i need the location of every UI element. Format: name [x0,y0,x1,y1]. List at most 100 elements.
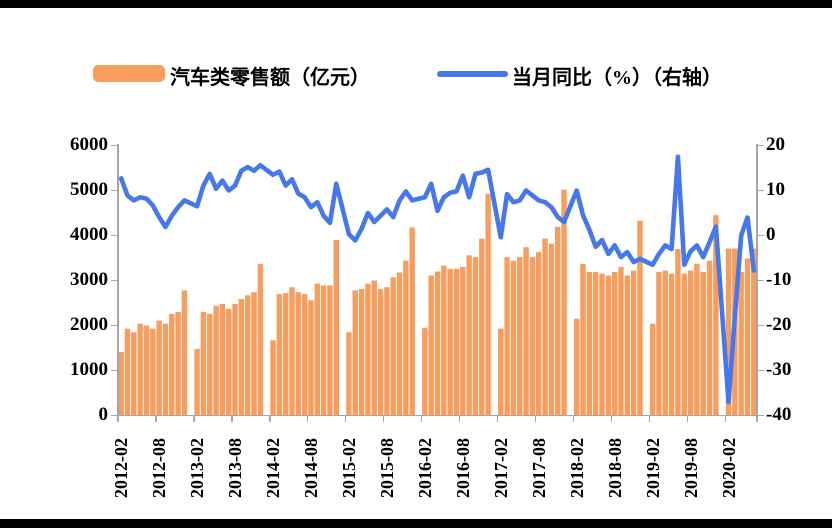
left-axis-tick-label: 2000 [70,314,108,335]
x-axis-tick [420,415,423,422]
left-axis-tick [111,279,118,282]
bar-2015-06 [371,280,377,416]
x-axis-tick-label: 2018-02 [566,438,587,498]
bar-2012-10 [169,313,175,416]
x-axis-tick-label: 2014-02 [263,438,283,498]
x-axis-tick [307,415,309,422]
right-axis-tick [757,369,764,372]
bar-2012-12 [181,290,188,416]
bar-2012-07 [150,328,156,416]
bar-2017-12 [561,189,567,416]
bar-series-label: 汽车类零售额（亿元） [170,67,370,89]
right-axis-line [756,143,758,417]
bar-2018-12 [637,220,643,416]
bar-2012-09 [162,323,169,416]
bar-2018-05 [592,271,599,416]
right-axis-tick-label: -10 [766,269,792,290]
bar-2016-02 [422,327,428,416]
x-axis-tick-label: 2012-08 [149,438,170,498]
x-axis-tick-label: 2019-08 [680,438,701,498]
bar-2015-11 [403,260,409,416]
bar-2018-11 [630,270,637,416]
bar-2016-09 [466,255,472,416]
right-axis-tick-label: 20 [766,134,785,155]
bar-2016-11 [479,238,485,416]
bar-2013-12 [257,263,264,416]
bar-2017-04 [510,260,517,416]
left-axis-tick [111,414,118,417]
bar-2016-03 [428,275,434,416]
bar-2013-02 [194,348,200,416]
bar-series-swatch [93,65,165,82]
bar-2019-07 [681,273,687,416]
right-axis-tick-label: -20 [766,314,792,335]
bar-2015-02 [346,332,352,416]
bar-2015-03 [352,290,358,416]
bar-2012-11 [175,312,181,416]
x-axis-tick [756,415,758,422]
bar-2014-11 [327,285,333,416]
bar-2015-08 [384,287,390,416]
x-axis-tick [648,415,651,422]
bar-2016-12 [485,194,491,416]
bar-2014-06 [295,292,302,416]
bar-2013-11 [251,292,257,416]
x-axis-tick [572,415,575,422]
left-axis-tick-label: 6000 [70,134,108,155]
right-axis-tick [757,324,764,327]
bar-2014-12 [333,240,339,416]
bar-2018-10 [624,275,631,416]
bar-2019-05 [668,273,675,416]
bar-2017-11 [554,226,561,416]
bar-2017-08 [536,252,542,416]
bar-2017-09 [542,238,548,416]
x-axis-tick [193,415,195,422]
bar-2013-05 [213,305,219,416]
bar-2018-09 [618,267,624,416]
bar-2016-04 [434,271,441,416]
x-axis-tick-label: 2016-08 [452,438,473,498]
bar-2014-07 [301,294,308,416]
bar-2013-03 [200,312,207,416]
x-axis-tick [496,415,499,422]
bar-2014-02 [270,340,276,416]
bar-2013-08 [232,303,238,416]
bar-2012-02 [118,352,124,416]
bar-2019-10 [700,271,706,416]
line-series-label: 当月同比（%）（右轴） [512,67,722,89]
right-axis-tick [757,414,764,417]
bar-2016-06 [447,268,453,416]
left-axis-tick-label: 1000 [70,359,108,380]
right-axis-tick-label: 0 [766,224,776,245]
bar-2014-03 [276,294,283,416]
left-axis-tick-label: 5000 [70,179,108,200]
bar-2019-11 [706,260,713,416]
bar-2019-12 [713,215,719,416]
right-axis-tick [757,279,764,282]
x-axis-tick-label: 2016-02 [414,438,435,498]
left-axis-tick [111,234,118,237]
x-axis-tick [724,415,727,422]
x-axis-tick-label: 2012-02 [111,438,132,498]
x-axis-tick-label: 2014-08 [300,438,321,498]
bar-2015-07 [377,289,384,416]
bar-2017-05 [517,257,523,416]
bar-2019-03 [656,271,662,416]
bar-2016-07 [453,268,460,416]
bar-2018-06 [599,273,605,416]
bar-2020-02 [725,248,732,416]
bar-2012-08 [156,320,162,416]
x-axis-tick [345,415,347,422]
bar-2012-05 [137,323,143,416]
bar-2015-09 [390,277,396,416]
right-axis-tick [757,234,764,237]
bar-2014-08 [308,300,314,416]
bar-2019-09 [694,263,700,416]
bar-2018-03 [580,263,586,416]
bar-2012-04 [131,332,137,416]
bar-2015-04 [358,289,365,416]
x-axis-tick [383,415,385,422]
x-axis-tick-label: 2019-02 [642,438,663,498]
bar-2018-07 [605,275,612,416]
